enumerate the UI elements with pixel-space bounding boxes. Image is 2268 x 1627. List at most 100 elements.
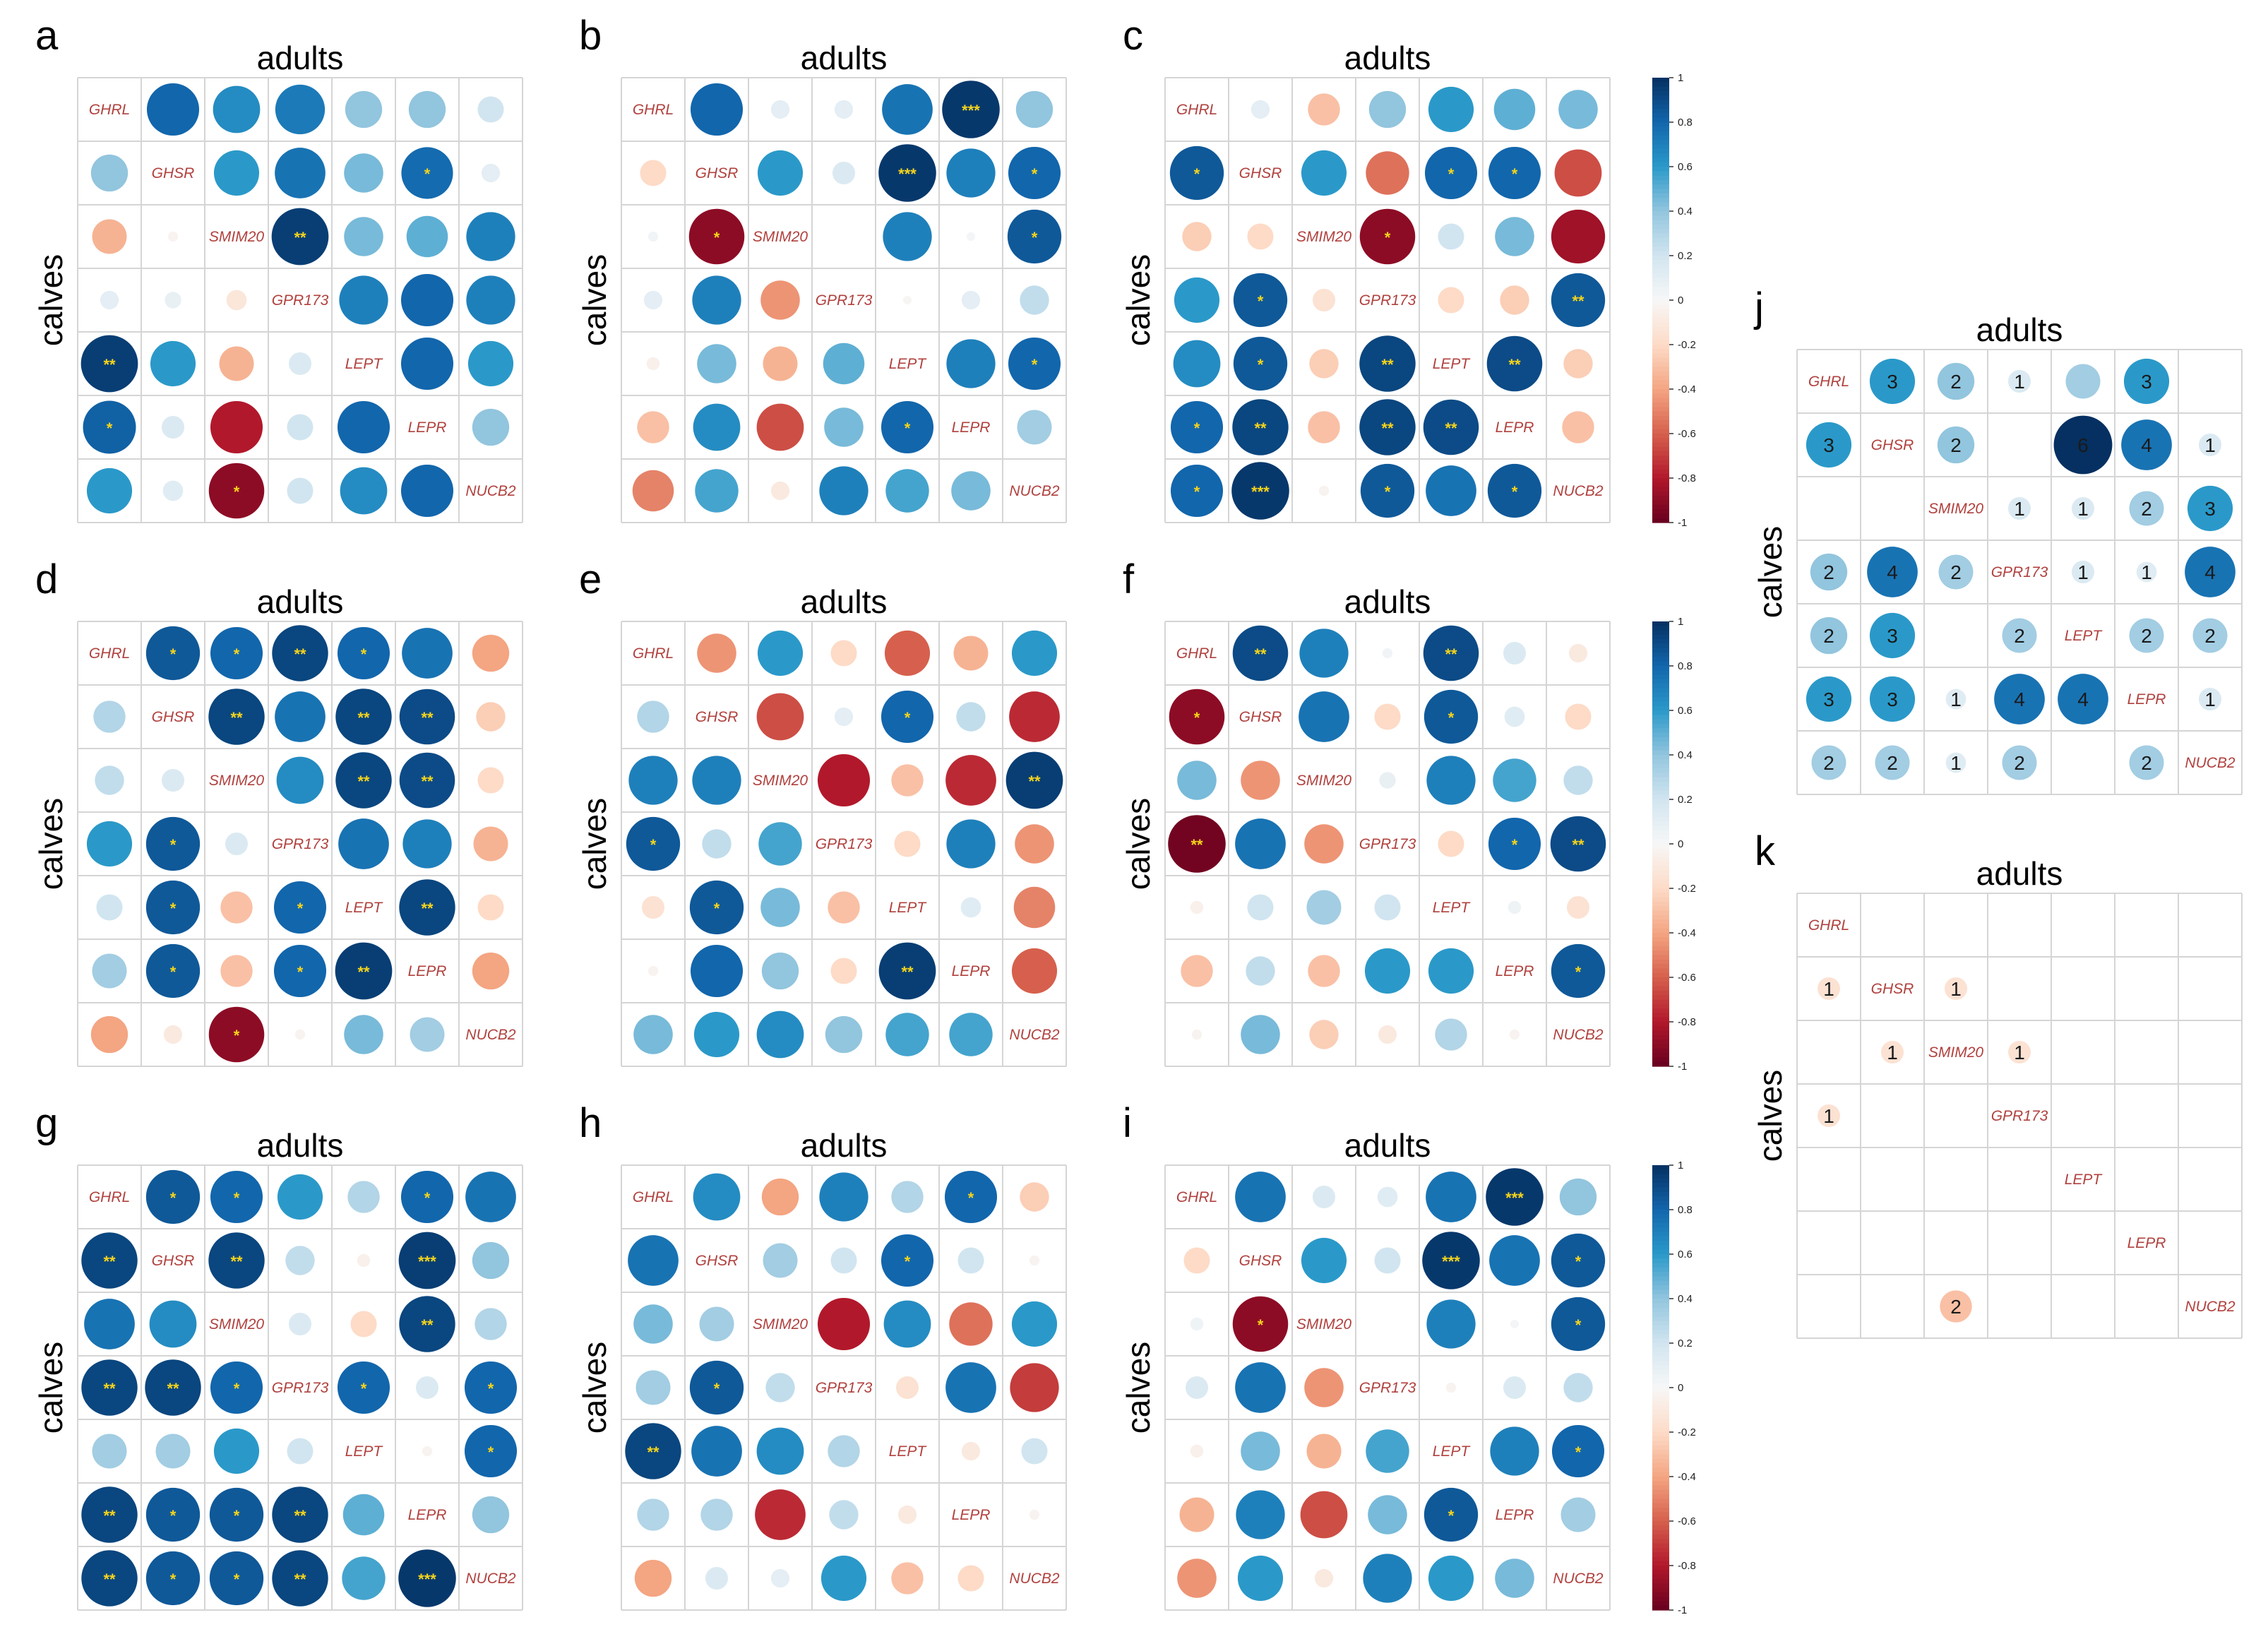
correlation-circle — [1551, 273, 1606, 328]
gene-label: LEPR — [952, 963, 991, 979]
correlation-circle — [272, 625, 328, 681]
correlation-circle — [758, 822, 802, 866]
correlation-circle — [1566, 895, 1590, 919]
correlation-circle — [1190, 900, 1204, 914]
colorbar-segment — [1652, 1400, 1669, 1406]
gene-label: GHSR — [152, 1253, 195, 1269]
gene-label: SMIM20 — [1928, 501, 1984, 517]
correlation-circle — [1008, 337, 1061, 391]
significance-label: ** — [421, 709, 434, 727]
gene-label: SMIM20 — [1296, 773, 1352, 789]
correlation-circle — [761, 1178, 799, 1216]
colorbar-segment — [1652, 384, 1669, 390]
colorbar-segment — [1652, 1592, 1669, 1597]
correlation-circle — [1299, 628, 1349, 678]
colorbar-segment — [1652, 171, 1669, 177]
correlation-circle — [691, 1426, 742, 1477]
significance-label: * — [1258, 292, 1264, 310]
correlation-circle — [770, 481, 790, 501]
colorbar-segment — [1652, 852, 1669, 858]
colorbar-segment — [1652, 1534, 1669, 1539]
correlation-circle — [225, 832, 249, 856]
correlation-circle — [755, 1489, 806, 1540]
correlation-circle — [398, 1549, 456, 1607]
correlation-circle — [944, 1170, 998, 1224]
significance-label: * — [424, 165, 431, 183]
colorbar-tick-label: -0.6 — [1678, 1515, 1696, 1527]
colorbar-segment — [1652, 1196, 1669, 1201]
gene-label: LEPR — [2127, 1235, 2166, 1251]
correlation-circle — [1247, 894, 1274, 921]
correlation-circle — [1232, 399, 1289, 455]
colorbar-segment — [1652, 496, 1669, 501]
colorbar-segment — [1652, 362, 1669, 368]
correlation-circle — [1438, 287, 1464, 314]
colorbar-tick-label: -0.2 — [1678, 1426, 1696, 1438]
gene-label: GPR173 — [272, 292, 329, 309]
count-label: 2 — [2014, 625, 2025, 647]
correlation-circle — [1366, 1429, 1409, 1473]
correlation-circle — [819, 466, 869, 515]
colorbar-segment — [1652, 1048, 1669, 1054]
colorbar-segment — [1652, 901, 1669, 907]
colorbar-segment — [1652, 1183, 1669, 1188]
correlation-circle — [2192, 618, 2228, 653]
colorbar-segment — [1652, 777, 1669, 782]
correlation-circle — [273, 881, 327, 934]
gene-label: NUCB2 — [1553, 1571, 1604, 1587]
correlation-circle — [1503, 1376, 1527, 1400]
gene-label: NUCB2 — [465, 1571, 516, 1587]
correlation-circle — [1174, 277, 1220, 323]
colorbar-segment — [1652, 264, 1669, 270]
colorbar-segment — [1652, 1405, 1669, 1411]
correlation-circle — [475, 1308, 507, 1340]
significance-label: * — [1258, 356, 1264, 374]
colorbar-segment — [1652, 857, 1669, 862]
colorbar-segment — [1652, 933, 1669, 938]
x-axis-title: adults — [801, 40, 888, 76]
colorbar-tick-label: 0.2 — [1678, 1337, 1693, 1349]
correlation-circle — [1011, 948, 1058, 994]
correlation-circle — [697, 344, 736, 383]
correlation-circle — [1182, 222, 1212, 251]
correlation-circle — [213, 85, 261, 133]
gene-label: GHSR — [1239, 165, 1282, 181]
significance-label: * — [1575, 963, 1582, 981]
colorbar-segment — [1652, 429, 1669, 434]
colorbar-segment — [1652, 1022, 1669, 1027]
correlation-circle — [1190, 1444, 1204, 1458]
gene-label: LEPR — [952, 1507, 991, 1523]
correlation-circle — [1508, 900, 1522, 914]
correlation-circle — [149, 1300, 197, 1348]
colorbar-segment — [1652, 674, 1669, 680]
correlation-circle — [1008, 146, 1061, 200]
significance-label: * — [1194, 419, 1200, 437]
count-label: 1 — [2014, 498, 2025, 520]
correlation-circle — [881, 690, 934, 744]
correlation-circle — [1168, 815, 1226, 873]
colorbar-segment — [1652, 1035, 1669, 1040]
correlation-circle — [1945, 689, 1966, 710]
gene-label: SMIM20 — [753, 229, 808, 245]
correlation-circle — [1938, 554, 1974, 590]
correlation-circle — [949, 1302, 993, 1346]
gene-label: LEPT — [1433, 356, 1472, 372]
correlation-circle — [756, 1011, 804, 1059]
correlation-circle — [1869, 612, 1916, 659]
correlation-circle — [946, 819, 996, 869]
colorbar-segment — [1652, 424, 1669, 430]
significance-label: ** — [1508, 356, 1521, 374]
colorbar-segment — [1652, 1294, 1669, 1299]
correlation-circle — [881, 400, 934, 454]
count-label: 2 — [2141, 625, 2152, 647]
correlation-circle — [1301, 1237, 1347, 1284]
count-label: 4 — [2204, 561, 2216, 583]
correlation-circle — [92, 1434, 127, 1469]
colorbar-segment — [1652, 995, 1669, 1001]
panel-letter: g — [35, 1100, 58, 1146]
colorbar-segment — [1652, 1419, 1669, 1424]
colorbar-segment — [1652, 366, 1669, 372]
colorbar-segment — [1652, 870, 1669, 876]
correlation-circle — [1806, 422, 1852, 468]
